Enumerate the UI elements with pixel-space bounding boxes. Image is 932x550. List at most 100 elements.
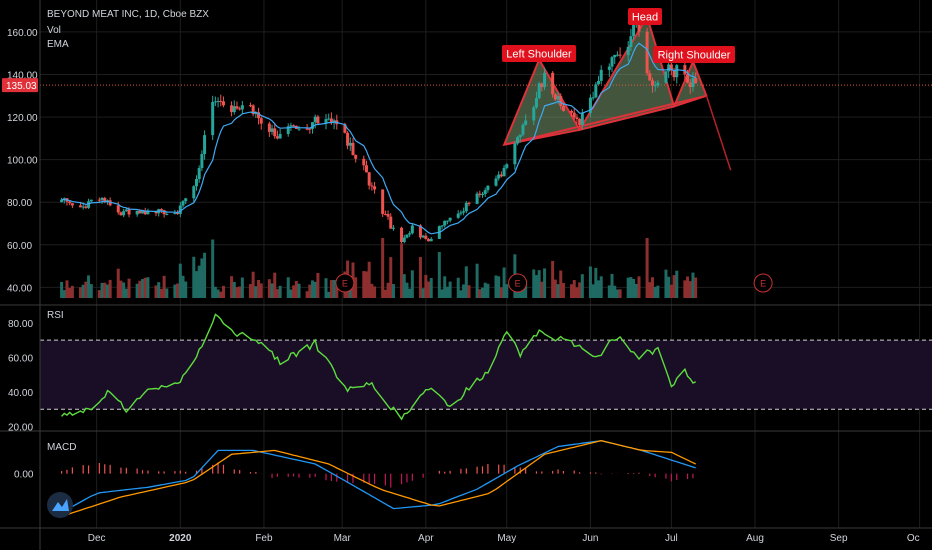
candle-body	[200, 153, 204, 169]
volume-bar	[421, 288, 425, 298]
candle-body	[467, 202, 471, 204]
candle-body	[289, 125, 293, 127]
candle-body	[313, 116, 317, 123]
volume-bar	[540, 281, 544, 298]
volume-bar	[656, 285, 660, 298]
volume-bar	[494, 275, 498, 298]
candle-body	[610, 57, 614, 67]
volume-bar	[68, 287, 72, 298]
candle-body	[235, 106, 239, 109]
candle-body	[192, 186, 196, 199]
candle-body	[559, 96, 563, 106]
candle-body	[424, 235, 428, 240]
volume-bar	[286, 277, 290, 298]
candle-body	[499, 174, 503, 177]
candle-body	[127, 209, 131, 215]
candle-body	[580, 112, 584, 125]
candle-body	[664, 71, 668, 83]
volume-bar	[518, 287, 522, 298]
candle-body	[486, 185, 490, 191]
candle-body	[669, 64, 673, 71]
candle-body	[383, 213, 387, 215]
volume-bar	[664, 269, 668, 298]
earnings-marker-label: E	[760, 279, 766, 289]
volume-bar	[60, 281, 64, 298]
candle-body	[521, 124, 525, 135]
volume-bar	[297, 283, 301, 298]
candle-body	[97, 199, 101, 201]
candle-body	[688, 82, 692, 88]
volume-bar	[462, 284, 466, 298]
volume-bar	[311, 280, 315, 298]
volume-bar	[402, 274, 406, 298]
candle-body	[389, 216, 393, 229]
volume-bar	[597, 280, 601, 298]
candle-body	[362, 158, 366, 166]
rsi-panel-title: RSI	[47, 310, 64, 321]
candle-body	[364, 165, 368, 173]
volume-bar	[634, 283, 638, 298]
candle-body	[116, 205, 120, 213]
candle-body	[494, 178, 498, 186]
candle-body	[516, 137, 520, 144]
volume-bar	[267, 279, 271, 298]
volume-bar	[502, 267, 506, 298]
candle-body	[176, 213, 180, 215]
candle-body	[119, 212, 123, 216]
price-tick-label: 60.00	[7, 241, 32, 252]
time-tick-label: Jun	[582, 533, 598, 544]
candle-body	[418, 225, 422, 238]
volume-bar	[408, 288, 412, 298]
volume-bar	[308, 284, 312, 298]
volume-bar	[615, 289, 619, 298]
volume-bar	[610, 273, 614, 298]
candle-body	[351, 142, 355, 156]
rsi-tick-label: 60.00	[8, 353, 33, 364]
rsi-tick-label: 40.00	[8, 388, 33, 399]
candle-body	[238, 108, 242, 110]
candle-body	[410, 225, 414, 234]
candle-body	[221, 101, 225, 106]
volume-bar	[146, 277, 150, 298]
volume-bar	[443, 276, 447, 298]
price-tick-label: 100.00	[7, 156, 38, 167]
candle-body	[691, 78, 695, 88]
volume-bar	[686, 276, 690, 298]
volume-bar	[294, 280, 298, 298]
candle-body	[694, 78, 698, 84]
volume-bar	[440, 289, 444, 298]
candle-body	[270, 128, 274, 132]
volume-bar	[176, 283, 180, 298]
volume-bar	[354, 277, 358, 298]
candle-body	[232, 106, 236, 113]
volume-bar	[178, 263, 182, 298]
volume-bar	[192, 256, 196, 298]
candle-body	[311, 122, 315, 129]
candle-body	[459, 212, 463, 214]
candle-body	[448, 217, 452, 221]
candle-body	[629, 36, 633, 47]
candle-body	[524, 120, 528, 125]
candle-body	[505, 164, 509, 168]
candle-body	[534, 98, 538, 108]
volume-bar	[524, 281, 528, 298]
volume-bar	[213, 286, 217, 298]
candle-body	[502, 167, 506, 177]
macd-panel-title: MACD	[47, 442, 76, 453]
volume-bar	[467, 285, 471, 298]
volume-bar	[572, 280, 576, 298]
volume-bar	[332, 279, 336, 298]
candle-body	[308, 128, 312, 130]
time-tick-label: Jul	[665, 533, 678, 544]
candle-body	[346, 132, 350, 146]
volume-bar	[203, 252, 207, 298]
volume-bar	[429, 278, 433, 298]
candle-body	[464, 202, 468, 212]
candle-body	[575, 117, 579, 119]
candle-body	[456, 213, 460, 218]
volume-bar	[329, 280, 333, 298]
volume-bar	[618, 289, 622, 298]
candle-body	[427, 239, 431, 242]
candle-body	[286, 126, 290, 134]
